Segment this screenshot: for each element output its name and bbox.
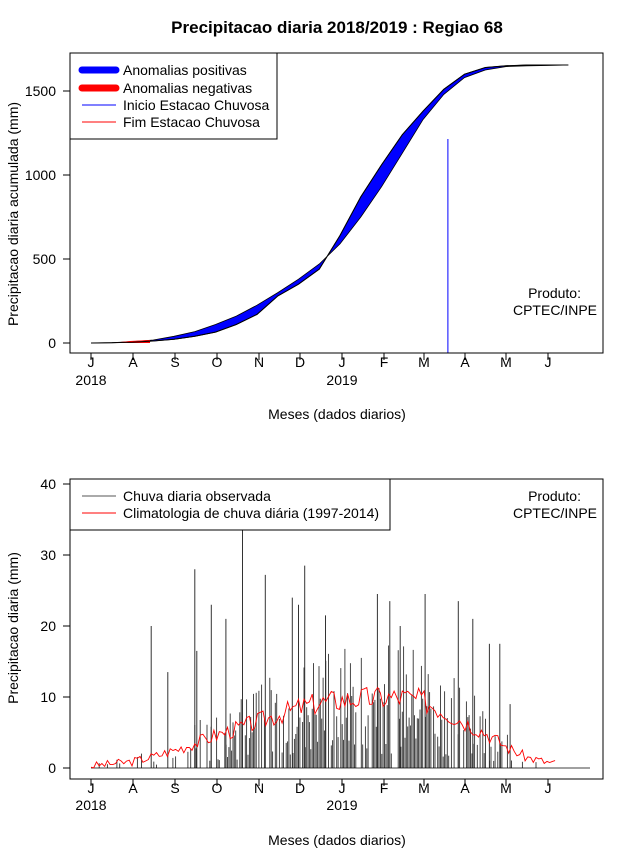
x-tick-label: F bbox=[380, 354, 389, 370]
x-tick-label: A bbox=[128, 780, 138, 796]
plot1-note-line1: Produto: bbox=[528, 285, 581, 301]
x-tick-label: N bbox=[254, 354, 264, 370]
plot2-x-label: Meses (dados diarios) bbox=[268, 832, 406, 848]
plot1-y-label: Precipitacao diaria acumulada (mm) bbox=[5, 102, 21, 326]
x-tick-label: O bbox=[212, 354, 223, 370]
legend-label-observed: Chuva diaria observada bbox=[123, 488, 271, 504]
x-tick-label: S bbox=[170, 354, 179, 370]
x-tick-label: J bbox=[339, 354, 346, 370]
plot2-legend: Chuva diaria observada Climatologia de c… bbox=[69, 478, 391, 531]
plot1-x-label: Meses (dados diarios) bbox=[268, 406, 406, 422]
chart-title: Precipitacao diaria 2018/2019 : Regiao 6… bbox=[171, 18, 503, 37]
legend-label-climatology: Climatologia de chuva diária (1997-2014) bbox=[123, 505, 379, 521]
x-tick-label: O bbox=[212, 780, 223, 796]
x-tick-label: J bbox=[545, 354, 552, 370]
y-tick-label: 500 bbox=[33, 251, 57, 267]
x-tick-label: F bbox=[380, 780, 389, 796]
plot2-climatology-line bbox=[90, 686, 556, 769]
plot1-anomaly-area bbox=[90, 64, 569, 353]
legend-label-positive: Anomalias positivas bbox=[123, 62, 247, 78]
x-tick-label: S bbox=[170, 780, 179, 796]
x-tick-label: D bbox=[295, 354, 305, 370]
x-tick-label: A bbox=[460, 780, 470, 796]
observed-cumulative-line bbox=[90, 64, 569, 344]
y-tick-label: 20 bbox=[40, 618, 56, 634]
plot2-y-axis: 0 10 20 30 40 bbox=[40, 476, 71, 776]
year-label: 2018 bbox=[75, 797, 106, 813]
x-tick-label: A bbox=[128, 354, 138, 370]
plot1-x-axis: J A S O N D J F M A M J 2018 2019 bbox=[75, 352, 552, 388]
y-tick-label: 30 bbox=[40, 547, 56, 563]
x-tick-label: M bbox=[500, 354, 512, 370]
y-tick-label: 40 bbox=[40, 476, 56, 492]
year-label: 2018 bbox=[75, 372, 106, 388]
y-tick-label: 1000 bbox=[25, 167, 56, 183]
plot2-y-label: Precipitacao diaria (mm) bbox=[5, 552, 21, 704]
x-tick-label: J bbox=[88, 780, 95, 796]
x-tick-label: M bbox=[418, 780, 430, 796]
plot2-observed-bars bbox=[91, 530, 590, 769]
x-tick-label: J bbox=[88, 354, 95, 370]
legend-label-season-end: Fim Estacao Chuvosa bbox=[123, 114, 260, 130]
legend-label-negative: Anomalias negativas bbox=[123, 80, 252, 96]
y-tick-label: 1500 bbox=[25, 83, 56, 99]
year-label: 2019 bbox=[326, 797, 357, 813]
x-tick-label: J bbox=[545, 780, 552, 796]
x-tick-label: J bbox=[339, 780, 346, 796]
y-tick-label: 10 bbox=[40, 689, 56, 705]
plot1-note-line2: CPTEC/INPE bbox=[513, 302, 597, 318]
y-tick-label: 0 bbox=[48, 335, 56, 351]
plot2-note-line1: Produto: bbox=[528, 488, 581, 504]
y-tick-label: 0 bbox=[48, 760, 56, 776]
plot2-note-line2: CPTEC/INPE bbox=[513, 505, 597, 521]
plot1-y-axis: 0 500 1000 1500 bbox=[25, 83, 71, 351]
x-tick-label: M bbox=[500, 780, 512, 796]
x-tick-label: N bbox=[254, 780, 264, 796]
climatology-line bbox=[90, 686, 556, 769]
legend-label-season-start: Inicio Estacao Chuvosa bbox=[123, 97, 270, 113]
x-tick-label: D bbox=[295, 780, 305, 796]
year-label: 2019 bbox=[326, 372, 357, 388]
plot1-legend: Anomalias positivas Anomalias negativas … bbox=[69, 52, 278, 140]
x-tick-label: A bbox=[460, 354, 470, 370]
x-tick-label: M bbox=[418, 354, 430, 370]
plot2-legend-box bbox=[69, 478, 391, 531]
